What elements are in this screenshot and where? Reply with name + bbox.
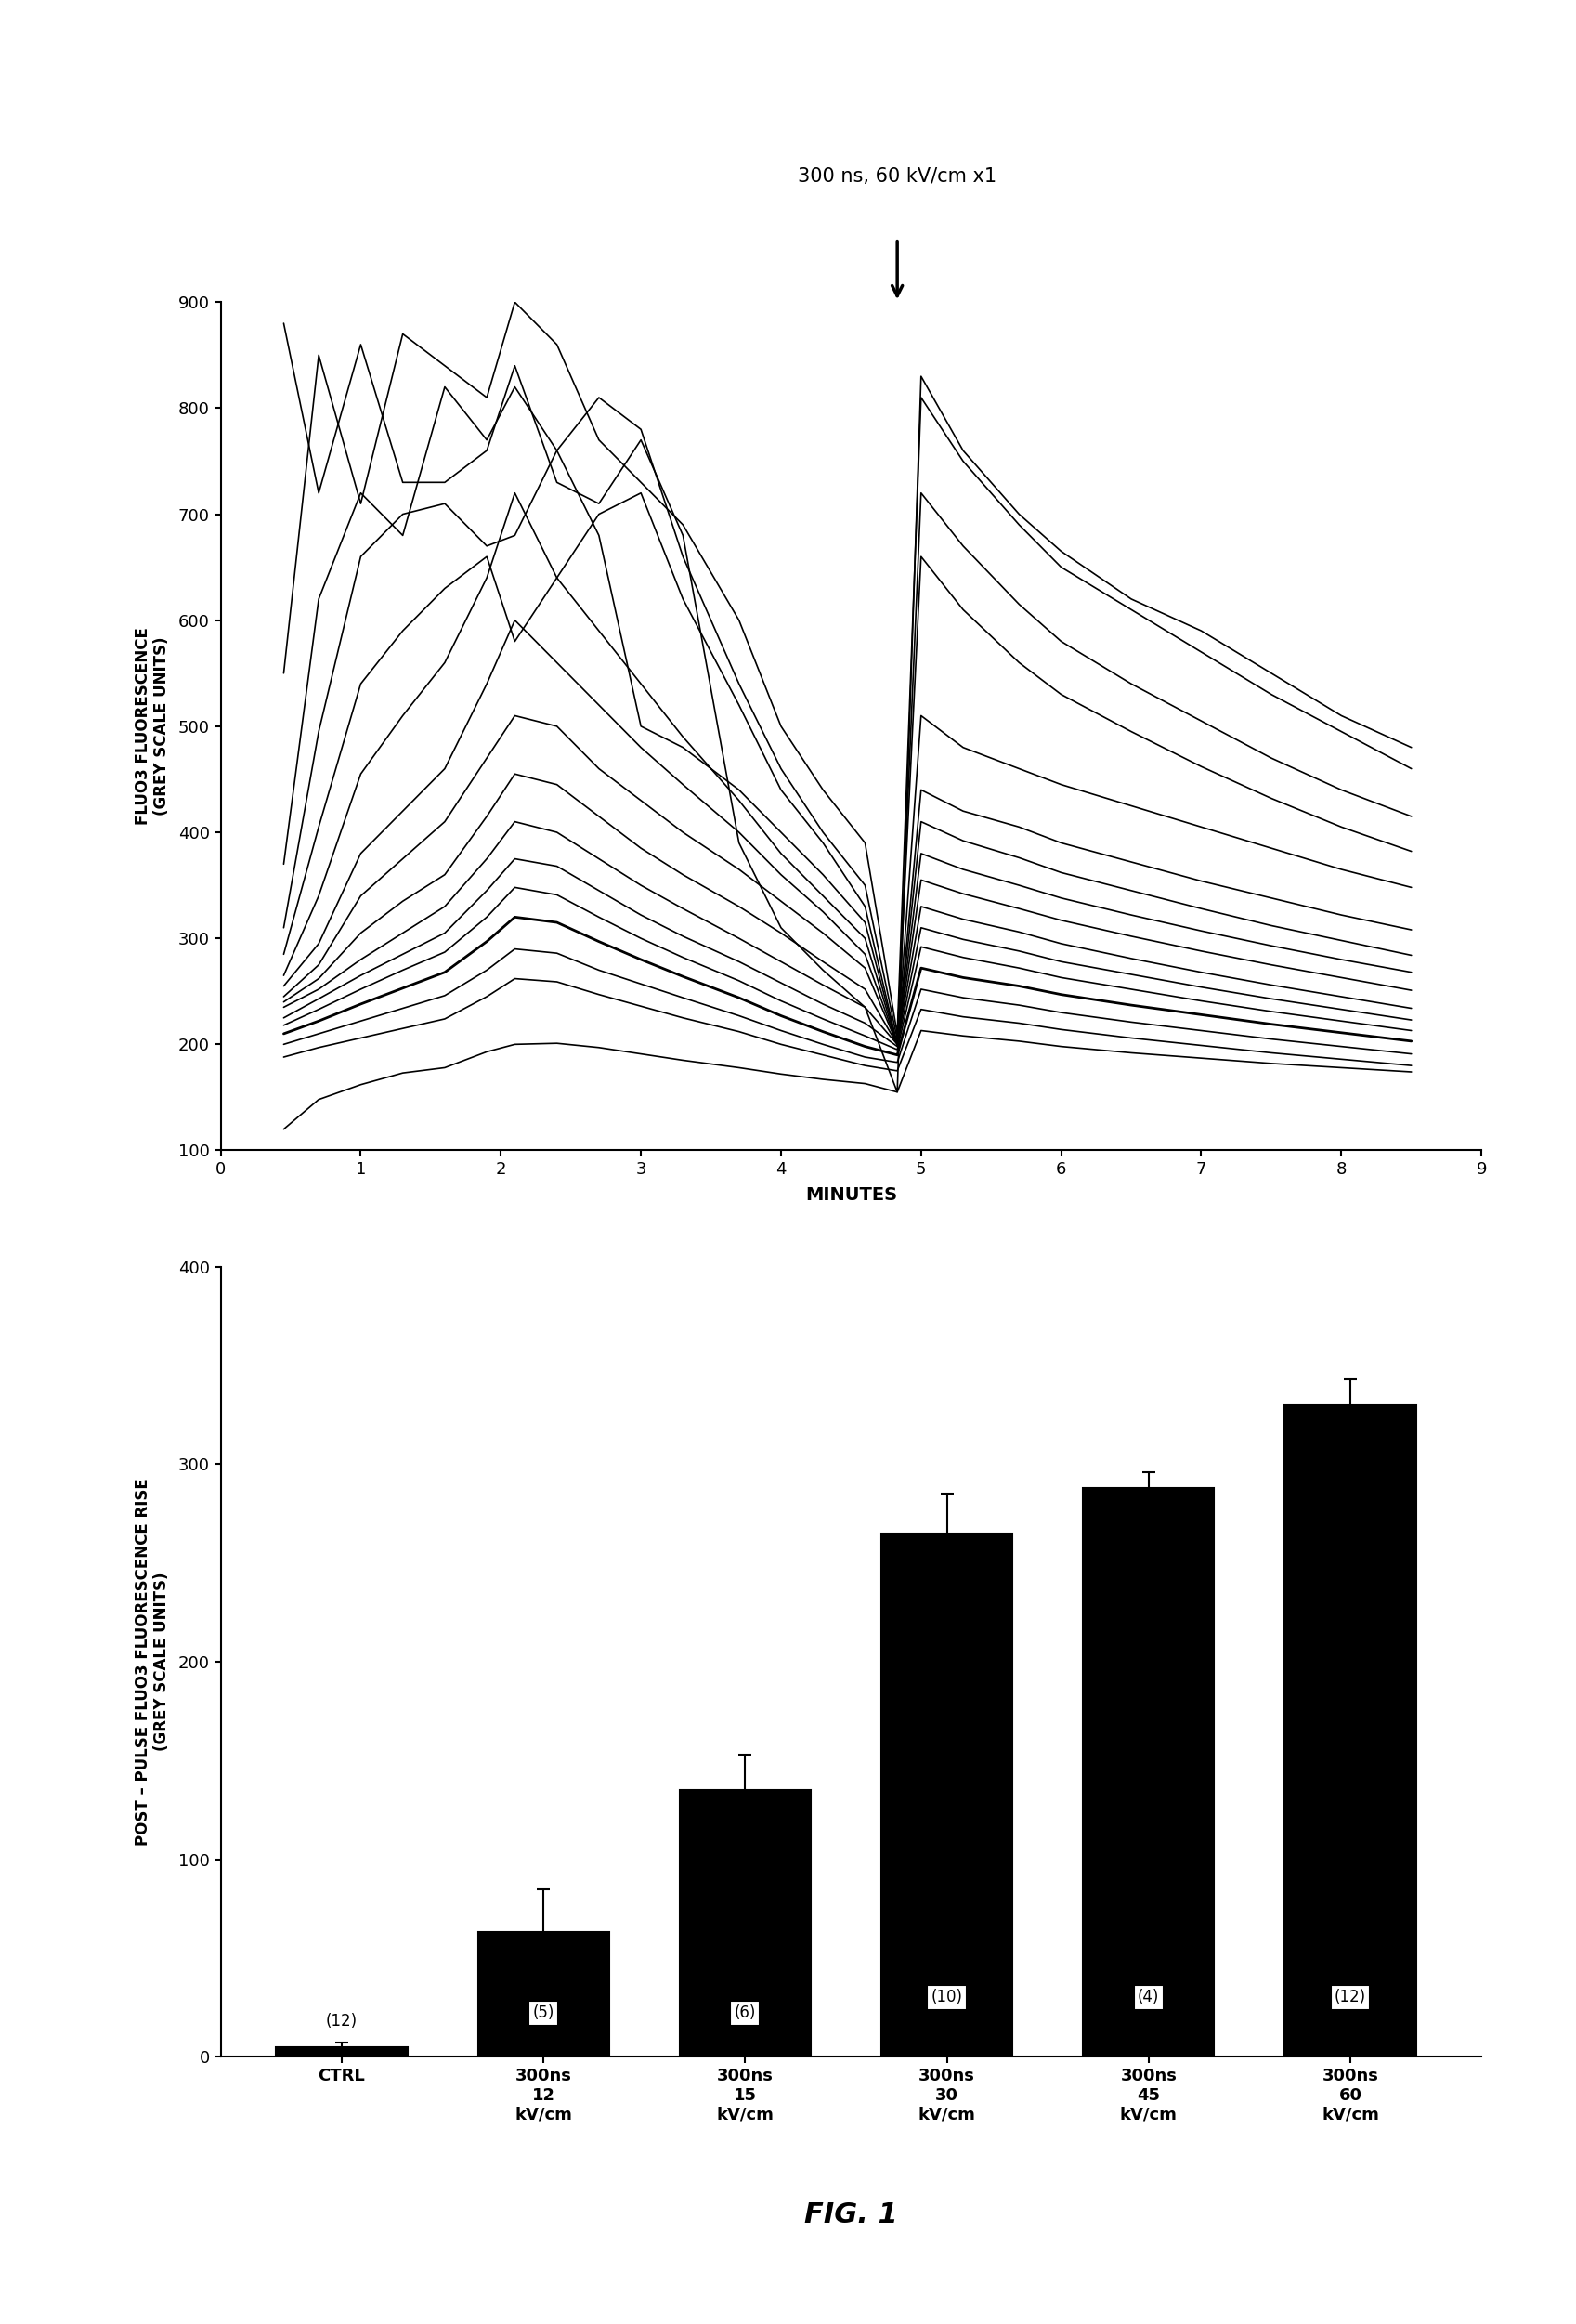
Bar: [478, 1931, 608, 2057]
Text: (10): (10): [931, 1989, 963, 2006]
Text: 300 ns, 60 kV/cm x1: 300 ns, 60 kV/cm x1: [797, 167, 996, 186]
Bar: [1284, 1404, 1415, 2057]
Text: (5): (5): [533, 2006, 555, 2022]
Bar: [1083, 1487, 1214, 2057]
Y-axis label: FLUO3 FLUORESCENCE
(GREY SCALE UNITS): FLUO3 FLUORESCENCE (GREY SCALE UNITS): [134, 627, 170, 825]
Text: (6): (6): [734, 2006, 756, 2022]
Bar: [881, 1534, 1012, 2057]
Bar: [679, 1789, 810, 2057]
Y-axis label: POST – PULSE FLUO3 FLUORESCENCE RISE
(GREY SCALE UNITS): POST – PULSE FLUO3 FLUORESCENCE RISE (GR…: [134, 1478, 170, 1845]
Text: (12): (12): [1335, 1989, 1366, 2006]
X-axis label: MINUTES: MINUTES: [805, 1185, 897, 1204]
Text: (4): (4): [1138, 1989, 1160, 2006]
Text: FIG. 1: FIG. 1: [804, 2201, 898, 2229]
Bar: [276, 2047, 407, 2057]
Text: (12): (12): [326, 2013, 358, 2029]
